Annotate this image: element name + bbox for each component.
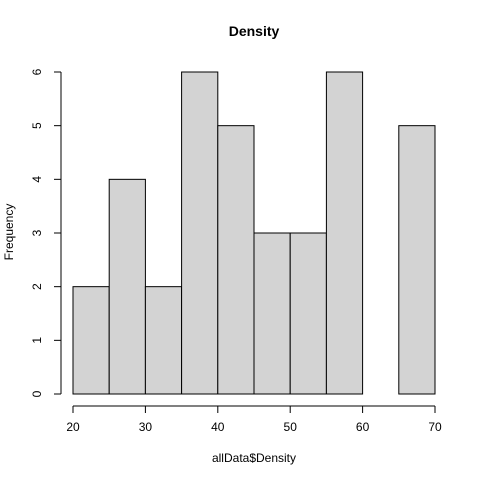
histogram-bar [144,286,183,395]
x-axis: 20 30 40 50 60 70 [66,405,442,434]
x-tick-label: 20 [66,420,80,434]
chart-title: Density [229,23,280,39]
histogram-bar [108,178,146,395]
y-tick-label: 5 [30,122,44,129]
y-axis-label: Frequency [2,204,16,261]
histogram-bar [217,125,255,395]
x-tick-label: 60 [356,420,370,434]
x-axis-label: allData$Density [212,451,296,465]
x-tick-label: 50 [284,420,298,434]
histogram-bar [181,71,219,395]
bars-group [72,71,436,395]
y-tick-label: 2 [30,283,44,290]
y-tick-label: 1 [30,337,44,344]
x-tick-label: 70 [428,420,442,434]
histogram-bar [253,232,291,395]
y-tick-label: 3 [30,229,44,236]
x-tick-label: 30 [139,420,153,434]
y-tick-label: 0 [30,390,44,397]
x-tick-label: 40 [211,420,225,434]
histogram-bar [398,125,436,395]
y-tick-label: 6 [30,68,44,75]
histogram-bar [289,232,327,395]
y-axis: 0 1 2 3 4 5 6 [30,68,62,397]
histogram-bar [72,286,110,395]
y-tick-label: 4 [30,176,44,183]
histogram-bar [325,71,364,395]
